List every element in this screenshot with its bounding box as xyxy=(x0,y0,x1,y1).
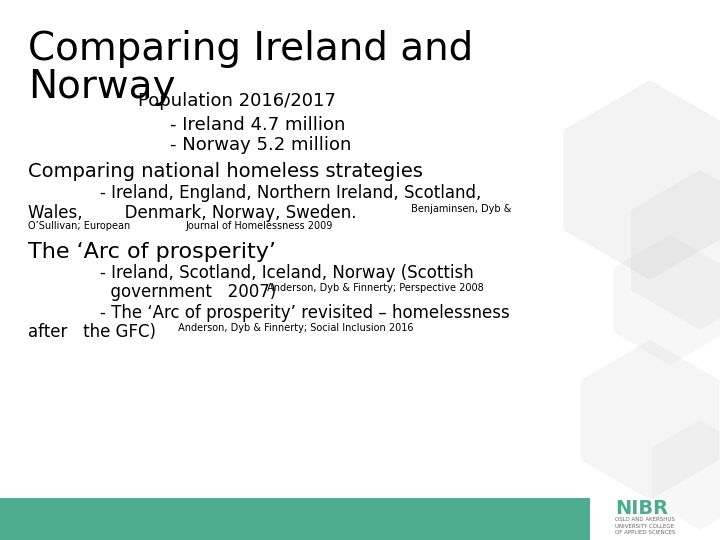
Text: Population 2016/2017: Population 2016/2017 xyxy=(138,92,336,110)
Text: after   the GFC): after the GFC) xyxy=(28,323,156,341)
Text: - Ireland 4.7 million: - Ireland 4.7 million xyxy=(170,116,346,134)
Text: The ‘Arc of prosperity’: The ‘Arc of prosperity’ xyxy=(28,242,276,262)
Text: - Ireland, Scotland, Iceland, Norway (Scottish: - Ireland, Scotland, Iceland, Norway (Sc… xyxy=(100,264,474,282)
Text: - Ireland, England, Northern Ireland, Scotland,: - Ireland, England, Northern Ireland, Sc… xyxy=(100,184,482,202)
Text: - The ‘Arc of prosperity’ revisited – homelessness: - The ‘Arc of prosperity’ revisited – ho… xyxy=(100,304,510,322)
Bar xyxy=(0,498,590,540)
Text: - Norway 5.2 million: - Norway 5.2 million xyxy=(170,136,351,154)
Text: Anderson, Dyb & Finnerty; Perspective 2008: Anderson, Dyb & Finnerty; Perspective 20… xyxy=(264,283,484,293)
Polygon shape xyxy=(631,170,720,330)
Polygon shape xyxy=(563,80,720,280)
Text: government   2007): government 2007) xyxy=(100,283,276,301)
Text: Comparing Ireland and: Comparing Ireland and xyxy=(28,30,473,68)
Polygon shape xyxy=(581,340,719,500)
Text: O’Sullivan; European: O’Sullivan; European xyxy=(28,221,130,231)
Polygon shape xyxy=(652,420,720,530)
Text: NIBR: NIBR xyxy=(615,498,668,517)
Text: Norway: Norway xyxy=(28,68,176,106)
Text: Journal of Homelessness 2009: Journal of Homelessness 2009 xyxy=(185,221,333,231)
Polygon shape xyxy=(613,235,720,365)
Text: Anderson, Dyb & Finnerty; Social Inclusion 2016: Anderson, Dyb & Finnerty; Social Inclusi… xyxy=(175,323,413,333)
Text: Benjaminsen, Dyb &: Benjaminsen, Dyb & xyxy=(408,204,511,214)
Text: Wales,        Denmark, Norway, Sweden.: Wales, Denmark, Norway, Sweden. xyxy=(28,204,356,222)
Text: Comparing national homeless strategies: Comparing national homeless strategies xyxy=(28,162,423,181)
Text: OSLO AND AKERSHUS
UNIVERSITY COLLEGE
OF APPLIED SCIENCES: OSLO AND AKERSHUS UNIVERSITY COLLEGE OF … xyxy=(615,517,675,535)
